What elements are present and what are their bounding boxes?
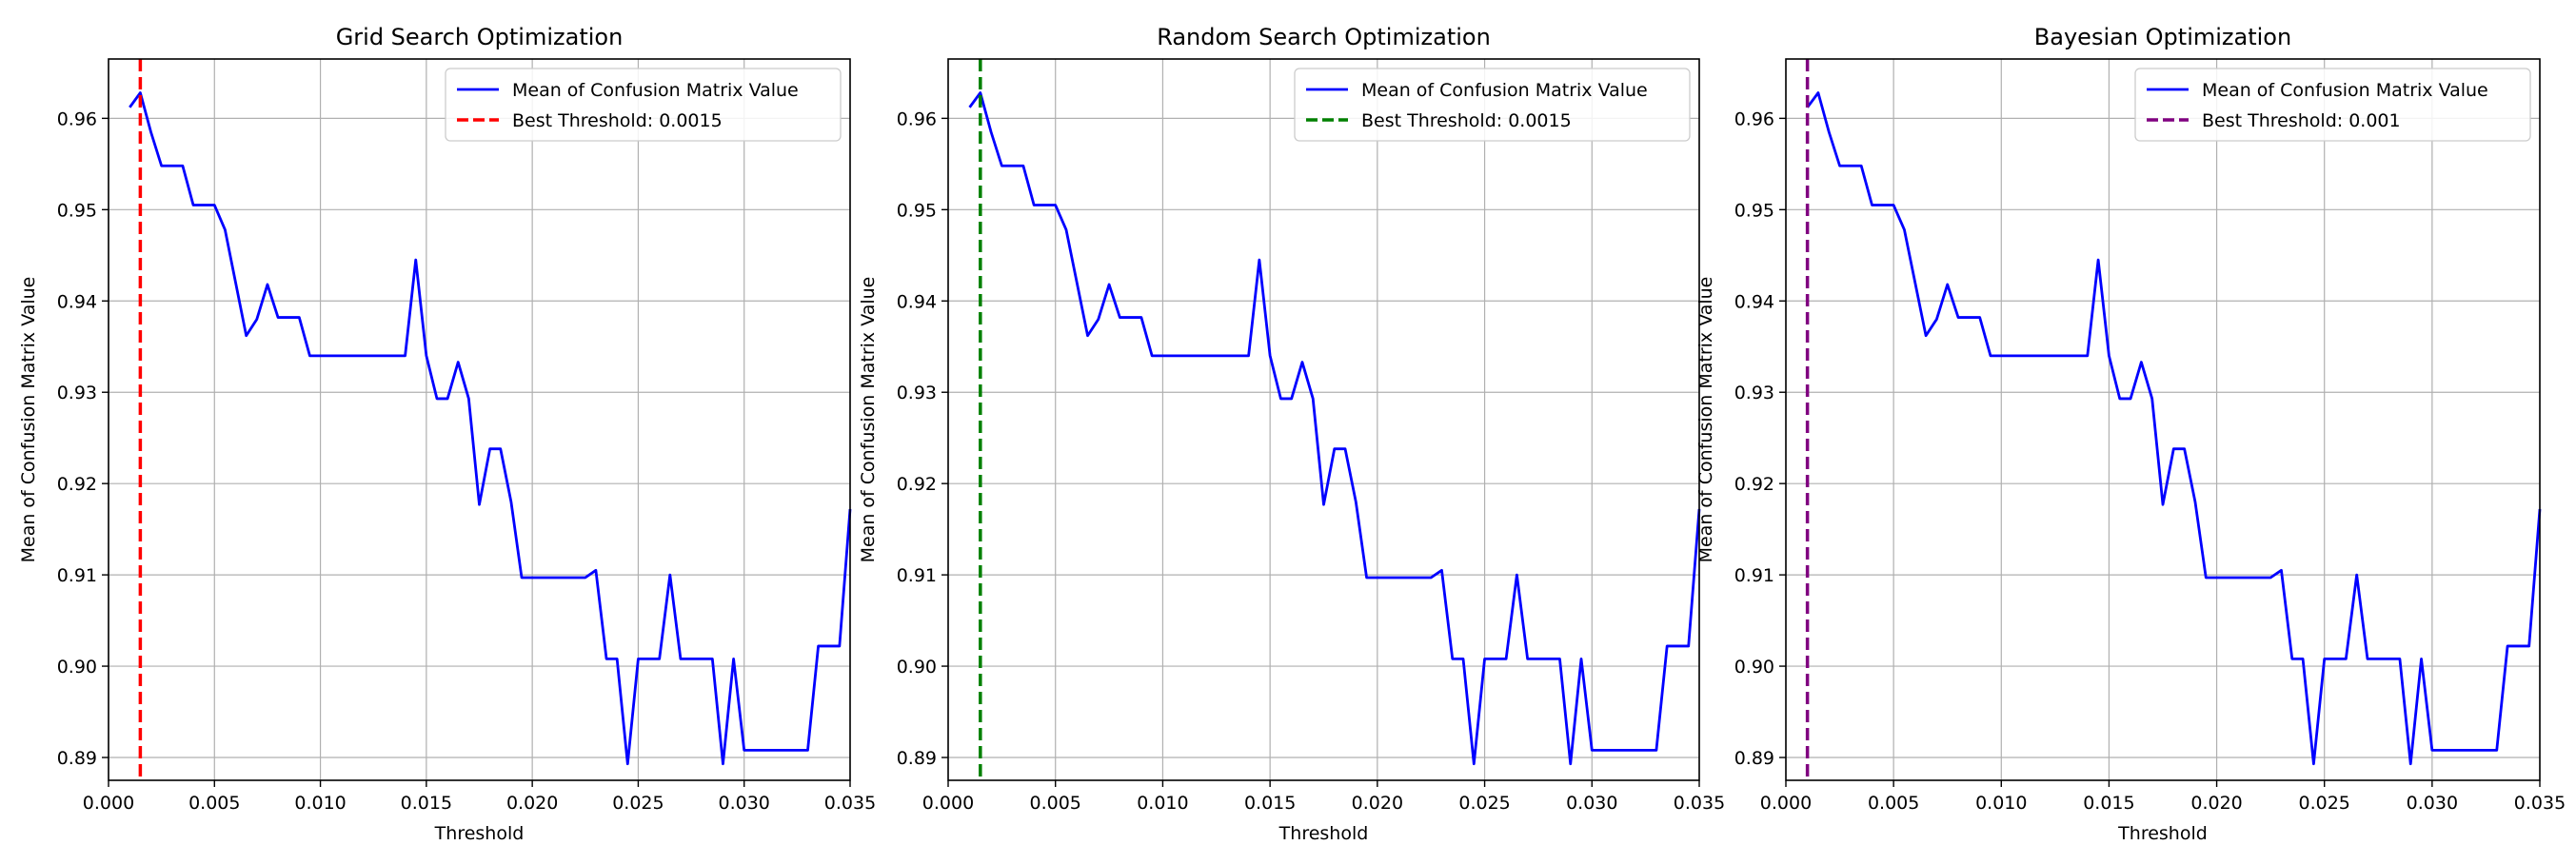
x-tick-label: 0.015 (2083, 793, 2134, 814)
y-tick-label: 0.89 (57, 748, 97, 769)
y-axis-label: Mean of Confusion Matrix Value (858, 277, 879, 563)
x-tick-label: 0.020 (1352, 793, 1403, 814)
legend: Mean of Confusion Matrix Value Best Thres… (2134, 68, 2531, 142)
y-tick-label: 0.91 (57, 565, 97, 586)
y-tick-label: 0.95 (57, 200, 97, 221)
y-tick-label: 0.92 (1734, 474, 1774, 495)
x-tick-label: 0.030 (1566, 793, 1617, 814)
x-tick-label: 0.035 (824, 793, 876, 814)
y-tick-label: 0.95 (897, 200, 937, 221)
y-tick-label: 0.90 (57, 657, 97, 678)
x-tick-label: 0.005 (1868, 793, 1919, 814)
y-tick-label: 0.96 (1734, 108, 1774, 129)
chart-panel-2: 0.000 0.005 0.010 0.015 0.020 0.025 0.030 0.035… (858, 24, 1725, 844)
legend-label: Best Threshold: 0.0015 (1361, 110, 1572, 131)
x-tick-label: 0.005 (1030, 793, 1081, 814)
x-tick-label: 0.020 (2190, 793, 2242, 814)
x-tick-label: 0.030 (2407, 793, 2458, 814)
legend: Mean of Confusion Matrix Value Best Thres… (1294, 68, 1691, 142)
legend-box (1294, 68, 1691, 142)
y-tick-label: 0.89 (1734, 748, 1774, 769)
legend-box (445, 68, 842, 142)
x-tick-label: 0.000 (1760, 793, 1812, 814)
x-axis-label: Threshold (434, 823, 525, 844)
y-tick-label: 0.90 (1734, 657, 1774, 678)
series-line (968, 91, 1701, 766)
series-line (1806, 91, 2542, 766)
x-tick-label: 0.010 (294, 793, 346, 814)
y-axis-label: Mean of Confusion Matrix Value (18, 277, 39, 563)
x-tick-label: 0.000 (83, 793, 134, 814)
x-axis-label: Threshold (2117, 823, 2208, 844)
x-tick-label: 0.035 (2514, 793, 2566, 814)
x-tick-label: 0.010 (1975, 793, 2027, 814)
axes-frame (947, 58, 1700, 781)
y-tick-label: 0.89 (897, 748, 937, 769)
legend-label: Mean of Confusion Matrix Value (512, 80, 799, 101)
x-tick-label: 0.025 (2299, 793, 2350, 814)
chart-title: Random Search Optimization (1157, 24, 1491, 50)
legend: Mean of Confusion Matrix Value Best Thres… (445, 68, 842, 142)
y-tick-label: 0.92 (897, 474, 937, 495)
x-tick-label: 0.015 (1244, 793, 1296, 814)
y-tick-label: 0.93 (897, 383, 937, 403)
x-tick-label: 0.030 (719, 793, 770, 814)
y-tick-label: 0.94 (897, 291, 937, 312)
y-tick-label: 0.92 (57, 474, 97, 495)
chart-title: Bayesian Optimization (2034, 24, 2291, 50)
y-tick-label: 0.96 (57, 108, 97, 129)
x-tick-label: 0.025 (612, 793, 664, 814)
y-tick-label: 0.93 (1734, 383, 1774, 403)
y-tick-label: 0.95 (1734, 200, 1774, 221)
chart-panel-1: 0.000 0.005 0.010 0.015 0.020 0.025 0.030 0.035… (18, 24, 876, 844)
x-tick-label: 0.020 (506, 793, 558, 814)
y-tick-label: 0.94 (1734, 291, 1774, 312)
legend-box (2134, 68, 2531, 142)
x-tick-label: 0.015 (401, 793, 452, 814)
y-tick-label: 0.93 (57, 383, 97, 403)
y-tick-label: 0.94 (57, 291, 97, 312)
axes-frame (108, 58, 851, 781)
legend-label: Mean of Confusion Matrix Value (2202, 80, 2488, 101)
y-tick-label: 0.91 (1734, 565, 1774, 586)
legend-label: Mean of Confusion Matrix Value (1361, 80, 1648, 101)
x-tick-label: 0.025 (1458, 793, 1510, 814)
y-axis-label: Mean of Confusion Matrix Value (1695, 277, 1716, 563)
x-tick-label: 0.010 (1137, 793, 1188, 814)
axes-frame (1785, 58, 2541, 781)
y-tick-label: 0.91 (897, 565, 937, 586)
y-tick-label: 0.90 (897, 657, 937, 678)
x-axis-label: Threshold (1278, 823, 1369, 844)
y-tick-label: 0.96 (897, 108, 937, 129)
legend-label: Best Threshold: 0.0015 (512, 110, 723, 131)
chart-title: Grid Search Optimization (336, 24, 624, 50)
x-tick-label: 0.000 (922, 793, 974, 814)
series-line (129, 91, 852, 766)
legend-label: Best Threshold: 0.001 (2202, 110, 2401, 131)
x-tick-label: 0.005 (188, 793, 240, 814)
x-tick-label: 0.035 (1674, 793, 1725, 814)
chart-panel-3: 0.000 0.005 0.010 0.015 0.020 0.025 0.030 0.035… (1695, 24, 2566, 844)
